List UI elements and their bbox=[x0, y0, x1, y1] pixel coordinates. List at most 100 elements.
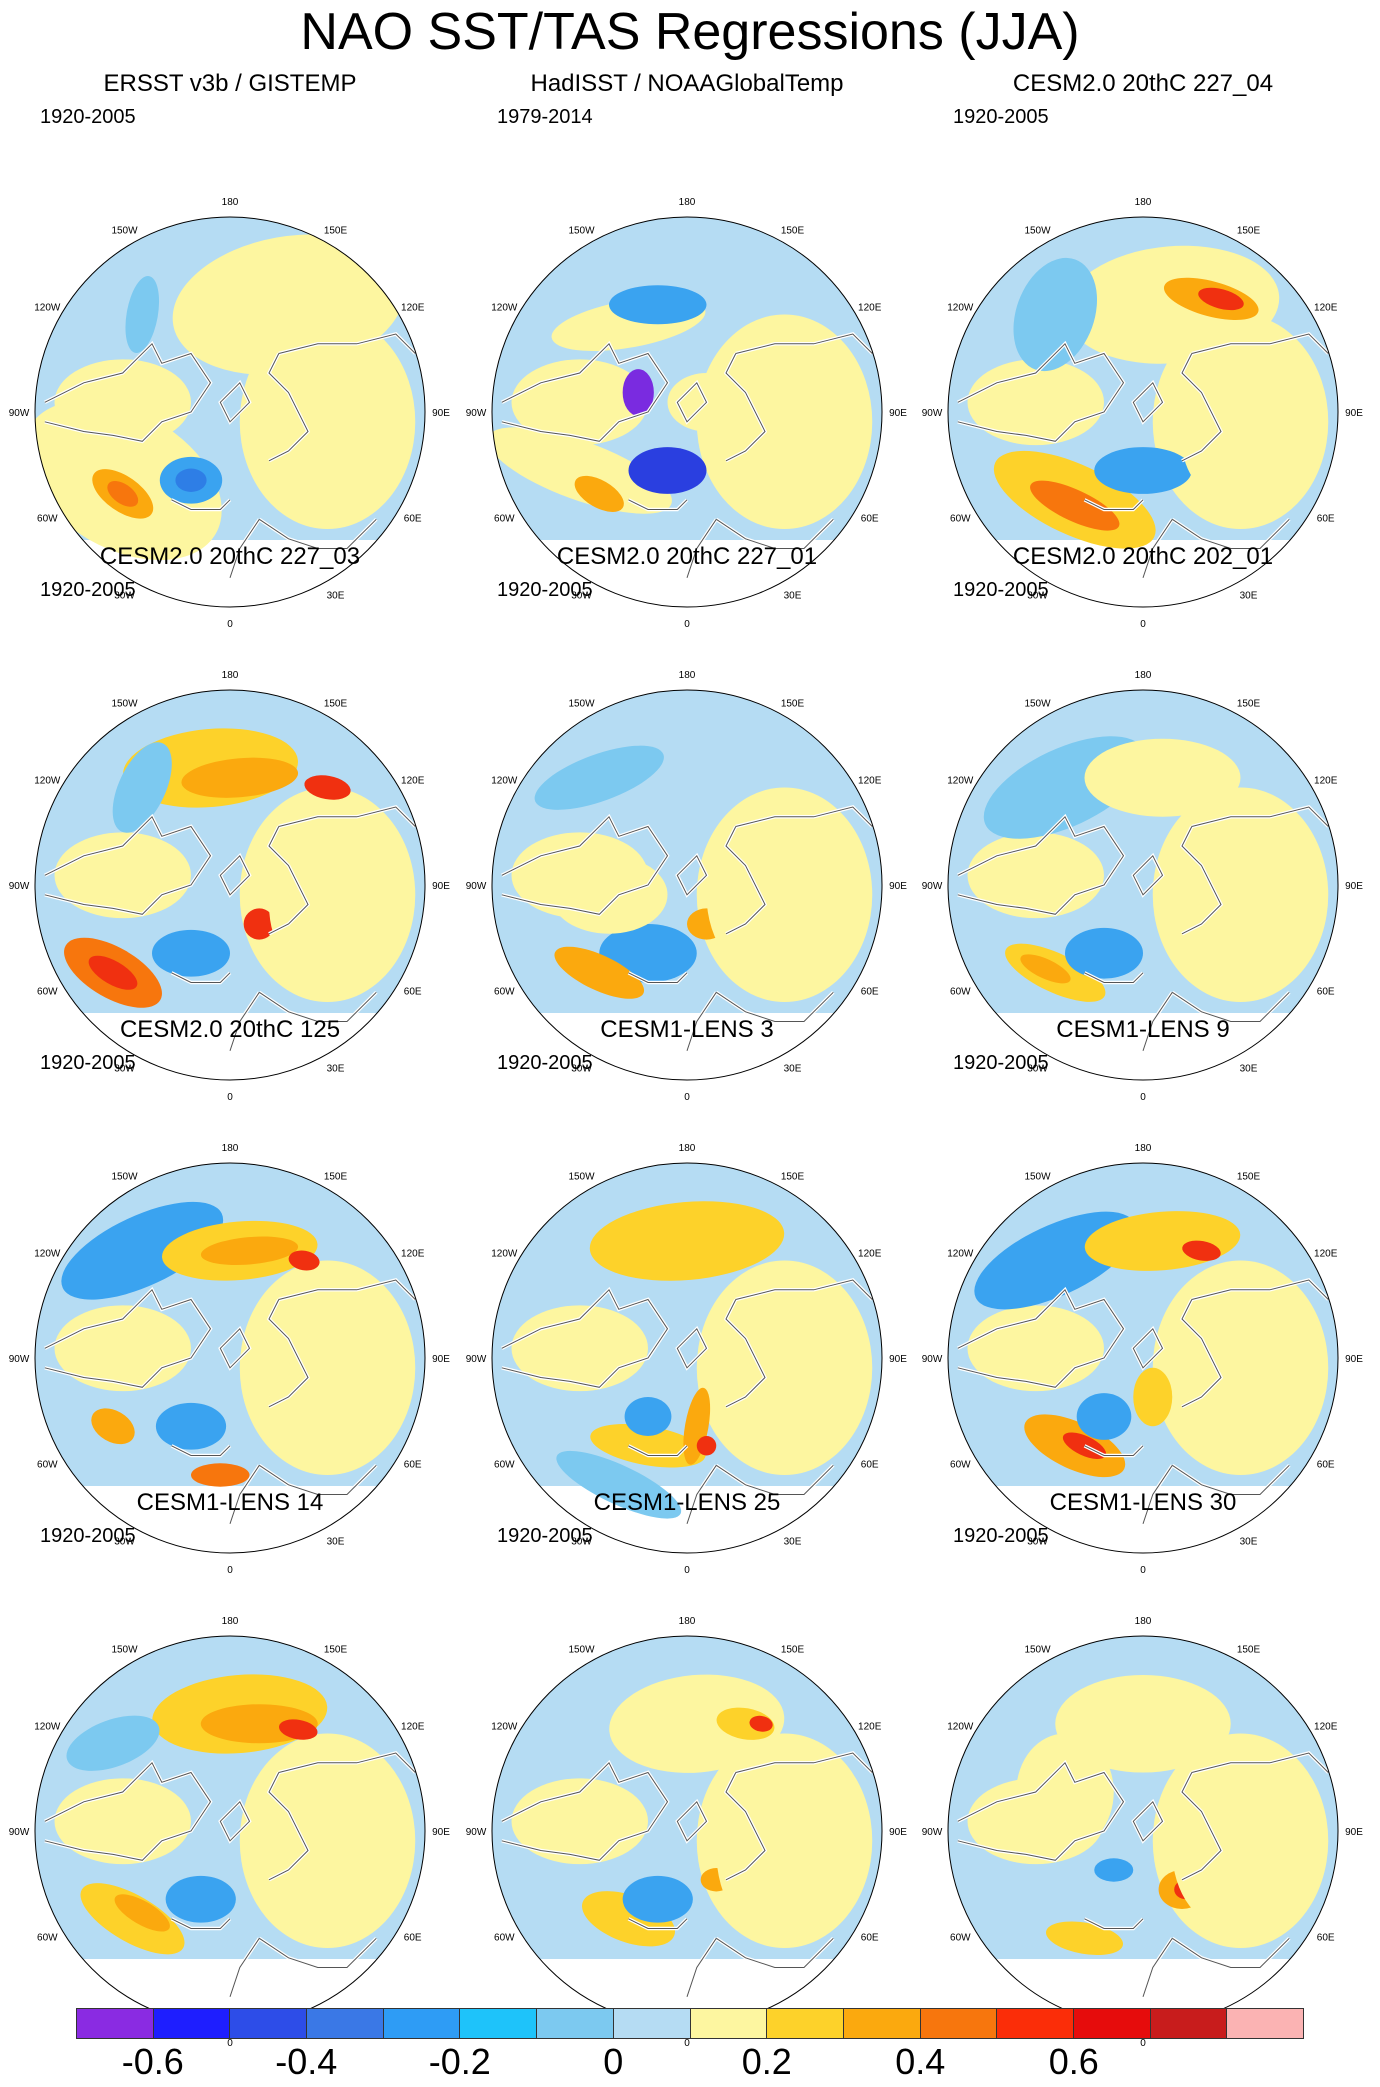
coastline bbox=[171, 499, 231, 510]
longitude-label: 120W bbox=[947, 303, 974, 314]
longitude-label: 150W bbox=[111, 1171, 138, 1182]
coastline bbox=[686, 1937, 834, 1997]
colorbar-swatch bbox=[1073, 2009, 1151, 2038]
panel-period: 1920-2005 bbox=[40, 1052, 136, 1074]
coastline bbox=[1084, 972, 1144, 983]
longitude-label: 150E bbox=[324, 1171, 348, 1182]
longitude-label: 150W bbox=[111, 1644, 138, 1655]
longitude-label: 120W bbox=[947, 1722, 974, 1733]
field-blob bbox=[749, 1715, 773, 1732]
field-blob bbox=[175, 468, 207, 492]
figure-title: NAO SST/TAS Regressions (JJA) bbox=[300, 3, 1080, 61]
longitude-label: 90W bbox=[922, 1354, 943, 1365]
longitude-label: 30W bbox=[114, 591, 135, 602]
longitude-label: 150E bbox=[324, 1644, 348, 1655]
coastline bbox=[44, 1761, 212, 1861]
coastline bbox=[229, 518, 377, 578]
panel-period: 1979-2014 bbox=[497, 106, 593, 128]
polar-map: 180 150E 120E 90E 60E 30E 0 30W 60W 90W 120W 150W bbox=[922, 670, 1364, 1103]
field-blob bbox=[269, 826, 386, 983]
field-blob bbox=[696, 1436, 717, 1456]
colorbar-swatch bbox=[383, 2009, 461, 2038]
longitude-label: 60W bbox=[950, 987, 971, 998]
field-blob bbox=[88, 955, 138, 990]
map-border bbox=[947, 216, 1339, 608]
colorbar-swatch bbox=[460, 2009, 538, 2038]
field-blob bbox=[1013, 257, 1098, 372]
field-blob bbox=[574, 475, 624, 512]
colorbar-swatch bbox=[843, 2009, 921, 2038]
colorbar-swatch bbox=[690, 2009, 768, 2038]
longitude-label: 30W bbox=[571, 1537, 592, 1548]
longitude-label: 90W bbox=[922, 881, 943, 892]
longitude-label: 150W bbox=[1024, 698, 1051, 709]
field-blob bbox=[243, 908, 275, 940]
map-field bbox=[948, 1163, 1338, 1525]
longitude-label: 60E bbox=[861, 514, 879, 525]
coastline bbox=[229, 1937, 377, 1997]
longitude-label: 90W bbox=[9, 408, 30, 419]
longitude-label: 30E bbox=[327, 1537, 345, 1548]
coastline bbox=[725, 1279, 873, 1408]
longitude-label: 180 bbox=[679, 670, 696, 681]
coastline bbox=[725, 333, 873, 462]
coastline bbox=[1084, 499, 1144, 510]
map-panel: CESM2.0 20thC 227_04 1920-2005 180 150E 120E… bbox=[913, 70, 1373, 630]
map-panel: CESM2.0 20thC 125 1920-2005 180 150E 120E 90E… bbox=[0, 1016, 460, 1576]
colorbar-label: 0 bbox=[603, 2041, 624, 2082]
field-blob bbox=[278, 1719, 318, 1740]
longitude-label: 60E bbox=[861, 987, 879, 998]
map-panel: CESM1-LENS 3 1920-2005 180 150E 120E 90E 60E 30… bbox=[457, 1016, 917, 1576]
field-blob bbox=[259, 1782, 377, 1939]
longitude-label: 120E bbox=[1314, 1249, 1338, 1260]
longitude-label: 90E bbox=[1345, 1827, 1363, 1838]
coastline bbox=[1181, 333, 1329, 462]
longitude-label: 60E bbox=[404, 987, 422, 998]
coastline bbox=[268, 333, 416, 462]
panel-title: ERSST v3b / GISTEMP bbox=[103, 70, 357, 97]
longitude-label: 90W bbox=[466, 881, 487, 892]
longitude-label: 150E bbox=[781, 1171, 805, 1182]
field-blob bbox=[1133, 1367, 1173, 1427]
longitude-label: 120E bbox=[1314, 776, 1338, 787]
longitude-label: 120W bbox=[947, 776, 974, 787]
coastline bbox=[628, 1445, 688, 1456]
longitude-label: 150W bbox=[1024, 1644, 1051, 1655]
longitude-label: 150W bbox=[568, 225, 595, 236]
coastline bbox=[171, 1918, 231, 1929]
field-blob bbox=[609, 1674, 785, 1773]
map-border bbox=[491, 1162, 883, 1554]
field-blob bbox=[1182, 382, 1280, 500]
longitude-label: 180 bbox=[222, 670, 239, 681]
coastline bbox=[628, 972, 688, 983]
panel-title: CESM2.0 20thC 227_04 bbox=[1012, 70, 1274, 97]
field-blob bbox=[200, 1236, 299, 1265]
longitude-label: 90W bbox=[9, 881, 30, 892]
colorbar-swatch bbox=[153, 2009, 231, 2038]
longitude-label: 60E bbox=[404, 514, 422, 525]
map-field bbox=[35, 217, 425, 579]
longitude-label: 120W bbox=[491, 776, 518, 787]
field-blob bbox=[1016, 1733, 1114, 1851]
longitude-label: 60W bbox=[37, 514, 58, 525]
longitude-label: 60W bbox=[37, 1460, 58, 1471]
polar-map: 180 150E 120E 90E 60E 30E 0 30W 60W 90W 120W 150W bbox=[922, 1143, 1364, 1576]
longitude-label: 60W bbox=[494, 987, 515, 998]
longitude-label: 30E bbox=[1240, 1064, 1258, 1075]
coastline bbox=[171, 972, 231, 983]
map-field bbox=[492, 1163, 882, 1525]
longitude-label: 120W bbox=[34, 1249, 61, 1260]
map-border bbox=[34, 689, 426, 1081]
longitude-label: 0 bbox=[227, 2038, 233, 2049]
longitude-label: 90W bbox=[466, 1354, 487, 1365]
panel-period: 1920-2005 bbox=[40, 579, 136, 601]
coastline bbox=[229, 1464, 377, 1524]
coastline bbox=[686, 518, 834, 578]
longitude-label: 150E bbox=[1237, 225, 1261, 236]
longitude-label: 90E bbox=[432, 1354, 450, 1365]
field-blob bbox=[114, 1894, 170, 1932]
longitude-label: 30W bbox=[114, 1537, 135, 1548]
